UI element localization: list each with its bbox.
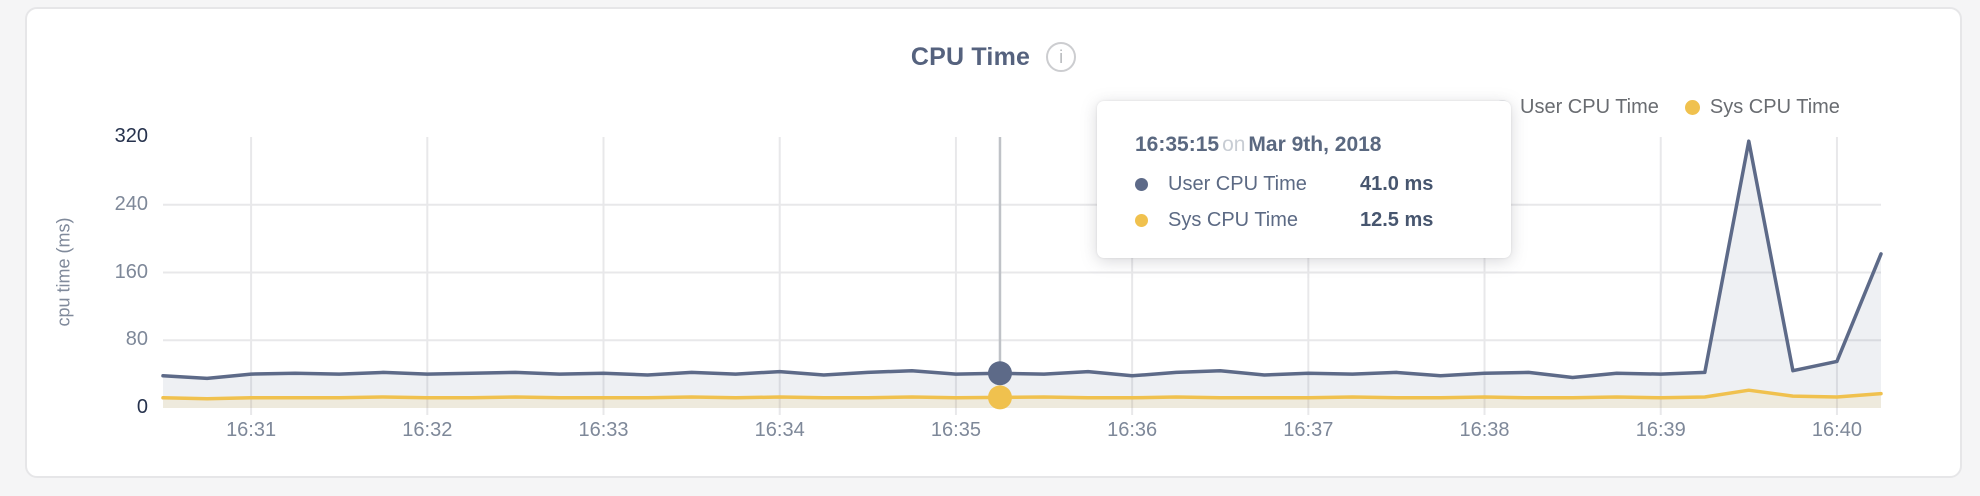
chart-card: CPU Time i (25, 7, 1962, 478)
tooltip-connector: on (1222, 133, 1246, 156)
tooltip-user-value: 41.0 ms (1360, 173, 1434, 195)
tooltip-date: Mar 9th, 2018 (1248, 133, 1382, 156)
legend-label-sys: Sys CPU Time (1709, 96, 1840, 118)
sys-series-dot-icon (1684, 100, 1700, 115)
tooltip-sys-value: 12.5 ms (1360, 209, 1434, 231)
tooltip-timestamp: 16:35:15 on Mar 9th, 2018 (1135, 133, 1483, 157)
legend: User CPU Time Sys CPU Time (1495, 96, 1840, 119)
legend-item-sys[interactable]: Sys CPU Time (1684, 96, 1840, 119)
tooltip-time: 16:35:15 (1135, 133, 1220, 156)
tooltip-rows: User CPU Time 41.0 ms Sys CPU Time 12.5 … (1135, 173, 1483, 232)
info-icon[interactable]: i (1046, 42, 1077, 72)
chart-title: CPU Time (910, 42, 1031, 71)
chart-header: CPU Time i (27, 42, 1960, 72)
sys-series-dot-icon (1135, 214, 1148, 227)
tooltip: 16:35:15 on Mar 9th, 2018 User CPU Time 41… (1097, 101, 1511, 258)
user-series-dot-icon (1135, 178, 1148, 191)
tooltip-user-label: User CPU Time (1168, 173, 1307, 195)
legend-item-user[interactable]: User CPU Time (1495, 96, 1659, 119)
tooltip-sys-label: Sys CPU Time (1168, 209, 1299, 231)
legend-label-user: User CPU Time (1520, 96, 1659, 118)
